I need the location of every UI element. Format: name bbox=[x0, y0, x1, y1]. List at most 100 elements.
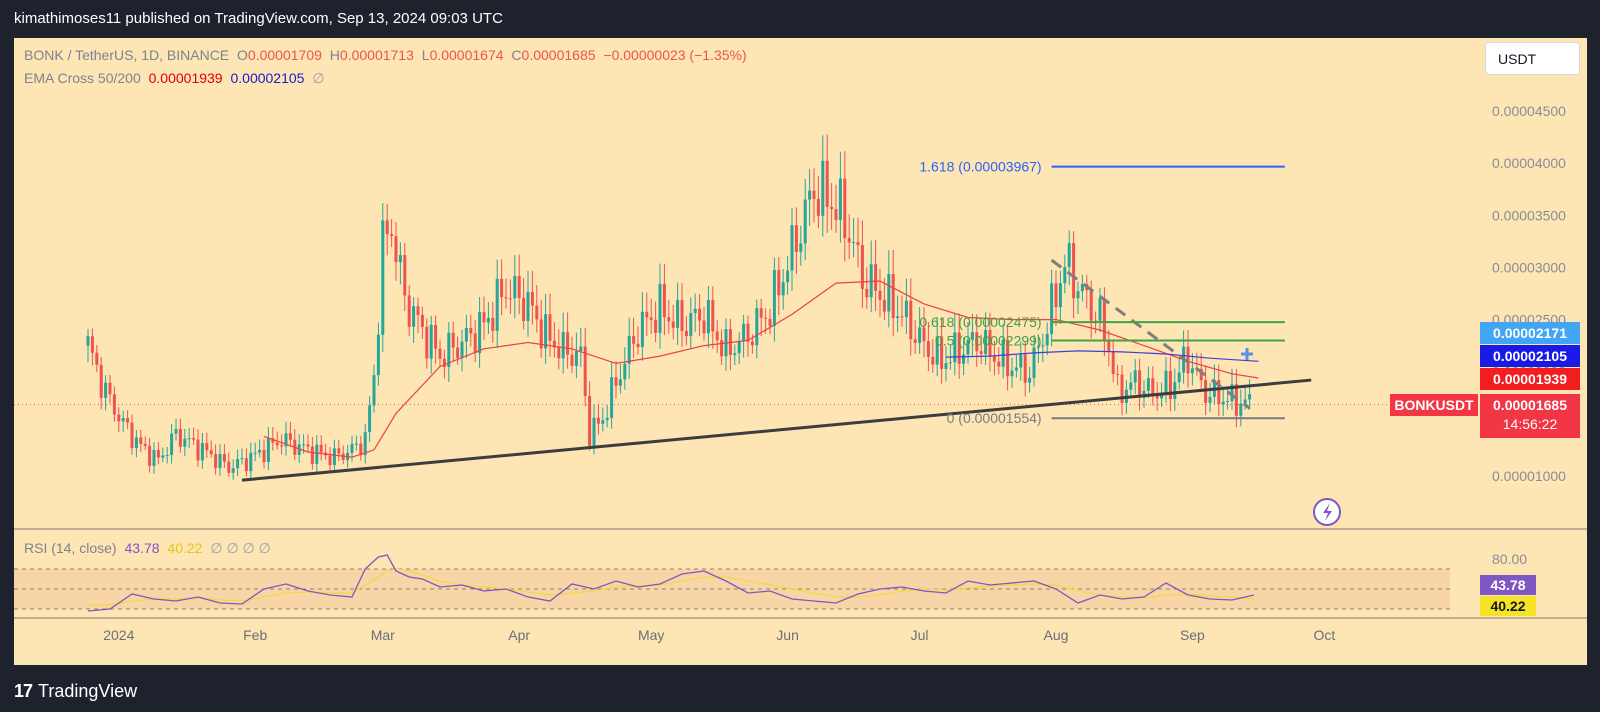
rsi-value: 43.78 bbox=[124, 540, 160, 556]
candle-body bbox=[1111, 351, 1115, 375]
candle-body bbox=[117, 414, 121, 422]
candle-body bbox=[297, 444, 301, 455]
tradingview-brand[interactable]: 17 TradingView bbox=[14, 681, 137, 702]
candle-body bbox=[935, 336, 939, 365]
candle-body bbox=[1239, 403, 1243, 416]
tradingview-logo-icon: 17 bbox=[14, 681, 33, 701]
y-tick-label: 0.00004500 bbox=[1492, 103, 1566, 119]
candle-body bbox=[1221, 401, 1225, 405]
rsi-line bbox=[87, 554, 1255, 612]
candle-body bbox=[262, 449, 266, 463]
candle-body bbox=[178, 428, 182, 447]
candle-body bbox=[214, 454, 218, 468]
candle-body bbox=[473, 333, 477, 354]
candle-body bbox=[548, 314, 552, 341]
candle-body bbox=[1160, 394, 1164, 399]
candle-body bbox=[1014, 367, 1018, 371]
candle-body bbox=[860, 244, 864, 289]
y-tick-label: 0.00004000 bbox=[1492, 155, 1566, 171]
candle-body bbox=[940, 336, 944, 369]
price-chart[interactable]: 0.000010000.000015000.000020000.00002500… bbox=[14, 38, 1587, 665]
candle-body bbox=[381, 220, 385, 335]
candle-body bbox=[1094, 320, 1098, 322]
rsi-tag: 43.78 bbox=[1480, 575, 1536, 595]
currency-button[interactable]: USDT bbox=[1485, 42, 1580, 75]
candle-body bbox=[579, 346, 583, 352]
candle-body bbox=[948, 362, 952, 364]
rsi-label: RSI (14, close) bbox=[24, 540, 117, 556]
candle-body bbox=[205, 443, 209, 451]
candle-body bbox=[1072, 242, 1076, 299]
fib-level-label: 0.618 (0.00002475) bbox=[919, 314, 1041, 330]
candle-body bbox=[1116, 374, 1120, 376]
candle-body bbox=[319, 444, 323, 453]
candle-body bbox=[460, 341, 464, 358]
footer: 17 TradingView bbox=[0, 676, 1600, 712]
candle-body bbox=[332, 448, 336, 465]
candle-body bbox=[662, 283, 666, 318]
candle-body bbox=[772, 270, 776, 326]
candle-body bbox=[838, 178, 842, 221]
candle-body bbox=[161, 455, 165, 458]
ema200-price-tag: 0.00002105 bbox=[1480, 345, 1580, 367]
candle-body bbox=[689, 313, 693, 337]
candle-body bbox=[126, 418, 130, 423]
candle-body bbox=[566, 332, 570, 355]
candle-body bbox=[926, 341, 930, 357]
candle-body bbox=[350, 443, 354, 453]
candle-body bbox=[1168, 370, 1172, 399]
candle-body bbox=[790, 225, 794, 271]
candle-body bbox=[1102, 298, 1106, 340]
candle-body bbox=[614, 377, 618, 386]
candle-body bbox=[706, 300, 710, 334]
candle-body bbox=[992, 355, 996, 362]
candle-body bbox=[1032, 347, 1036, 378]
candle-body bbox=[979, 351, 983, 355]
candle-body bbox=[720, 340, 724, 357]
candle-body bbox=[412, 306, 416, 327]
fib-level-label: 0 (0.00001554) bbox=[947, 410, 1042, 426]
candle-body bbox=[500, 278, 504, 298]
candle-body bbox=[750, 341, 754, 346]
rsi-ma-value: 40.22 bbox=[167, 540, 203, 556]
last-price-tag: 0.00001685 14:56:22 bbox=[1480, 394, 1580, 438]
candle-body bbox=[909, 300, 913, 340]
candle-body bbox=[649, 317, 653, 320]
candle-body bbox=[478, 312, 482, 354]
candle-body bbox=[526, 291, 530, 322]
candle-body bbox=[768, 318, 772, 326]
candle-body bbox=[636, 343, 640, 348]
candle-body bbox=[557, 347, 561, 359]
candle-body bbox=[592, 417, 596, 446]
candle-body bbox=[451, 332, 455, 348]
rsi-legend[interactable]: RSI (14, close) 43.78 40.22 ∅ ∅ ∅ ∅ bbox=[24, 540, 275, 557]
candle-body bbox=[253, 452, 257, 454]
candle-body bbox=[953, 332, 957, 363]
chart-area[interactable]: 0.000010000.000015000.000020000.00002500… bbox=[14, 38, 1587, 665]
candle-body bbox=[1045, 333, 1049, 346]
candle-body bbox=[425, 326, 429, 359]
candle-body bbox=[610, 377, 614, 418]
candle-body bbox=[658, 283, 662, 333]
candle-body bbox=[1006, 339, 1010, 377]
candle-body bbox=[1036, 346, 1040, 348]
candle-body bbox=[200, 443, 204, 461]
candle-body bbox=[165, 455, 169, 457]
candle-body bbox=[420, 314, 424, 327]
candle-body bbox=[354, 443, 358, 445]
candle-body bbox=[755, 308, 759, 346]
candle-body bbox=[1080, 283, 1084, 292]
candle-body bbox=[918, 327, 922, 343]
candle-body bbox=[337, 448, 341, 454]
candle-body bbox=[183, 438, 187, 447]
candle-body bbox=[504, 297, 508, 299]
ema-legend[interactable]: EMA Cross 50/200 0.00001939 0.00002105 ∅ bbox=[24, 70, 329, 87]
candle-body bbox=[588, 395, 592, 446]
candle-body bbox=[1133, 370, 1137, 383]
change-value: −0.00000023 (−1.35%) bbox=[603, 47, 747, 63]
candle-body bbox=[407, 295, 411, 327]
candle-body bbox=[825, 160, 829, 207]
candle-body bbox=[834, 209, 838, 221]
candle-body bbox=[997, 361, 1001, 367]
ema-label: EMA Cross 50/200 bbox=[24, 70, 141, 86]
